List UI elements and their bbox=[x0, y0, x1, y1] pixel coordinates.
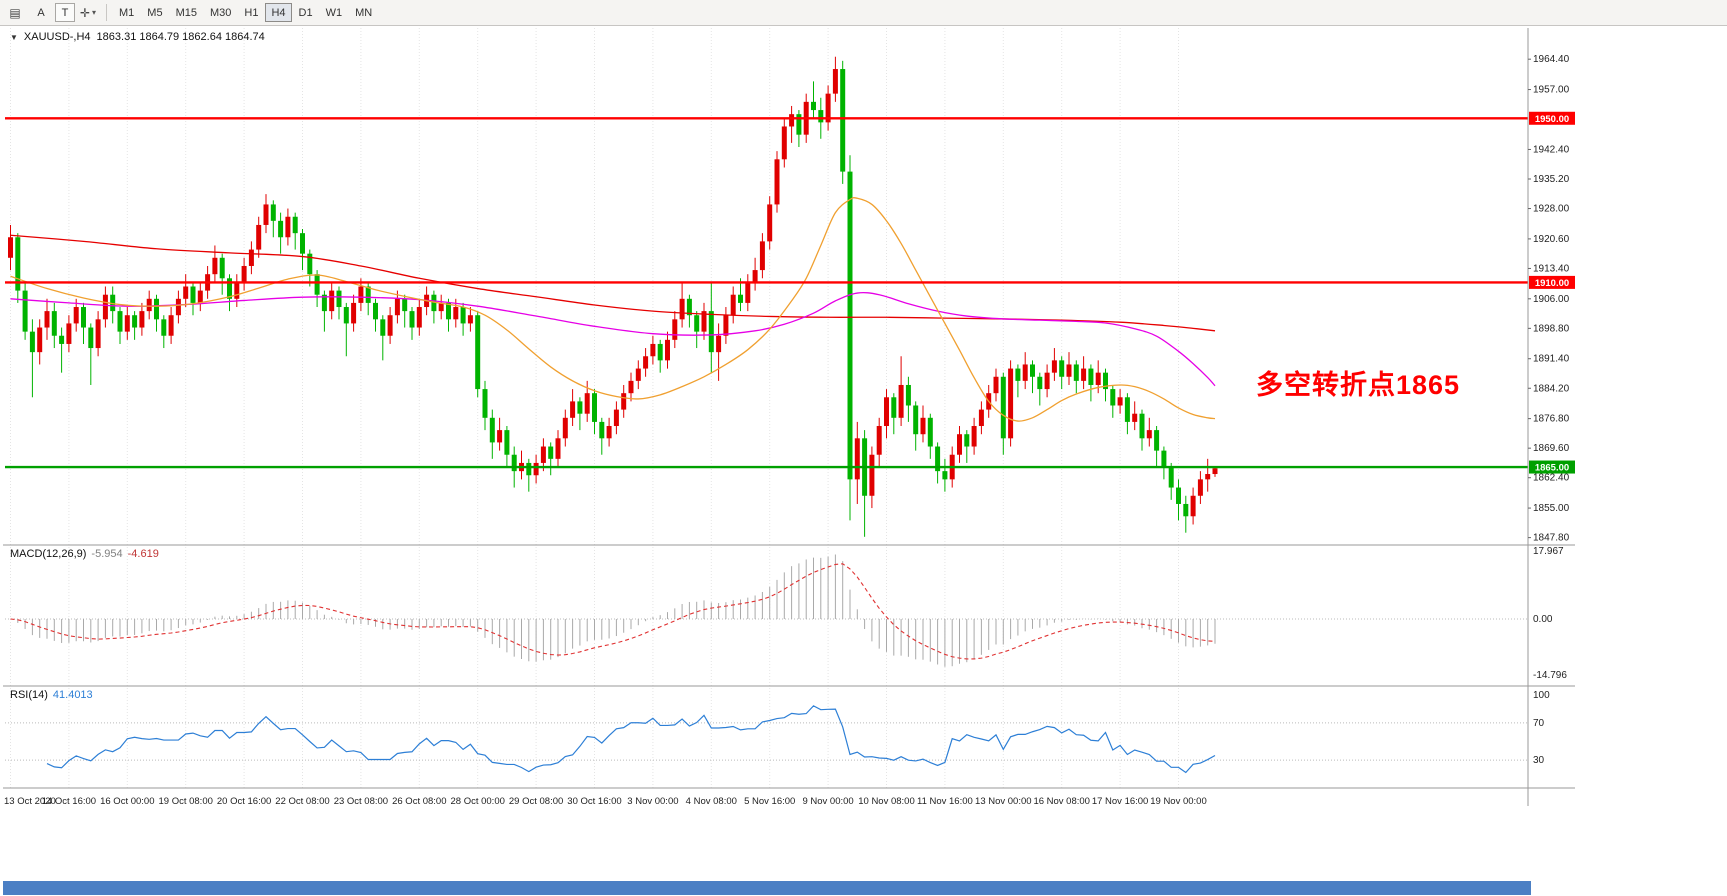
rsi-indicator-label: RSI(14) 41.4013 bbox=[10, 689, 93, 701]
svg-text:1910.00: 1910.00 bbox=[1535, 278, 1569, 289]
svg-text:1865.00: 1865.00 bbox=[1535, 463, 1569, 474]
crosshair-icon: ✛ bbox=[79, 5, 91, 20]
rsi-pane bbox=[5, 705, 1528, 774]
timeframe-m5-button[interactable]: M5 bbox=[147, 6, 163, 19]
svg-text:1935.20: 1935.20 bbox=[1533, 174, 1570, 185]
svg-text:1876.80: 1876.80 bbox=[1533, 414, 1570, 425]
moving-averages bbox=[10, 197, 1216, 422]
svg-text:1898.80: 1898.80 bbox=[1533, 323, 1570, 334]
horizontal-lines[interactable] bbox=[5, 117, 1528, 469]
svg-text:22 Oct 08:00: 22 Oct 08:00 bbox=[275, 796, 329, 807]
svg-text:19 Nov 00:00: 19 Nov 00:00 bbox=[1150, 796, 1207, 807]
svg-text:28 Oct 00:00: 28 Oct 00:00 bbox=[450, 796, 504, 807]
macd-pane bbox=[5, 554, 1528, 667]
crosshair-tool-button[interactable]: ✛ ▾ bbox=[76, 3, 100, 23]
svg-text:1906.00: 1906.00 bbox=[1533, 294, 1570, 305]
candles bbox=[8, 56, 1218, 537]
chart-text-annotation[interactable]: 多空转折点1865 bbox=[1256, 370, 1461, 400]
svg-text:10 Nov 08:00: 10 Nov 08:00 bbox=[858, 796, 915, 807]
svg-text:1869.60: 1869.60 bbox=[1533, 443, 1570, 454]
rsi-name: RSI(14) bbox=[10, 689, 48, 701]
macd-name: MACD(12,26,9) bbox=[10, 548, 87, 560]
toolbar: ▤ A T ✛ ▾ M1 M5 M15 M30 H1 H4 D1 W1 MN bbox=[0, 0, 1727, 26]
svg-text:20 Oct 16:00: 20 Oct 16:00 bbox=[217, 796, 271, 807]
macd-main-value: -5.954 bbox=[91, 548, 123, 560]
macd-indicator-label: MACD(12,26,9) -5.954 -4.619 bbox=[10, 548, 159, 560]
timeframe-w1-button[interactable]: W1 bbox=[325, 6, 343, 19]
svg-text:100: 100 bbox=[1533, 690, 1550, 701]
toolbar-separator bbox=[106, 4, 107, 21]
svg-text:1891.40: 1891.40 bbox=[1533, 354, 1570, 365]
svg-text:30: 30 bbox=[1533, 755, 1545, 766]
timeframe-h1-button[interactable]: H1 bbox=[244, 6, 259, 19]
svg-text:19 Oct 08:00: 19 Oct 08:00 bbox=[158, 796, 212, 807]
svg-text:1928.00: 1928.00 bbox=[1533, 204, 1570, 215]
pane-dividers bbox=[3, 28, 1575, 806]
horizontal-scrollbar[interactable] bbox=[3, 881, 1531, 895]
svg-text:1884.20: 1884.20 bbox=[1533, 383, 1570, 394]
svg-text:29 Oct 08:00: 29 Oct 08:00 bbox=[509, 796, 563, 807]
timeframe-m1-button[interactable]: M1 bbox=[119, 6, 135, 19]
chevron-down-icon: ▾ bbox=[92, 8, 97, 17]
svg-text:1847.80: 1847.80 bbox=[1533, 533, 1570, 544]
chart-symbol-period: XAUUSD-,H4 bbox=[23, 31, 91, 43]
symbol-dropdown-icon[interactable]: ▼ bbox=[10, 32, 18, 42]
svg-text:16 Nov 08:00: 16 Nov 08:00 bbox=[1033, 796, 1090, 807]
svg-text:16 Oct 00:00: 16 Oct 00:00 bbox=[100, 796, 154, 807]
svg-text:5 Nov 16:00: 5 Nov 16:00 bbox=[744, 796, 795, 807]
svg-text:1950.00: 1950.00 bbox=[1535, 114, 1569, 125]
svg-text:1913.40: 1913.40 bbox=[1533, 263, 1570, 274]
svg-text:1957.00: 1957.00 bbox=[1533, 85, 1570, 96]
svg-text:70: 70 bbox=[1533, 718, 1545, 729]
timeframe-m30-button[interactable]: M30 bbox=[209, 6, 232, 19]
price-axis[interactable]: 1964.40 1957.00 1942.40 1935.20 1928.00 1920.… bbox=[1528, 54, 1575, 766]
svg-text:1855.00: 1855.00 bbox=[1533, 503, 1570, 514]
timeframe-m15-button[interactable]: M15 bbox=[175, 6, 197, 19]
svg-text:1862.40: 1862.40 bbox=[1533, 473, 1570, 484]
text-tool-button[interactable]: T bbox=[55, 3, 75, 22]
svg-text:4 Nov 08:00: 4 Nov 08:00 bbox=[686, 796, 737, 807]
cursor-a-tool-button[interactable]: A bbox=[37, 6, 45, 19]
svg-text:30 Oct 16:00: 30 Oct 16:00 bbox=[567, 796, 621, 807]
chart-window-icon[interactable]: ▤ bbox=[9, 5, 21, 20]
svg-text:11 Nov 16:00: 11 Nov 16:00 bbox=[917, 796, 973, 807]
svg-text:17.967: 17.967 bbox=[1533, 546, 1564, 557]
macd-signal-value: -4.619 bbox=[127, 548, 159, 560]
svg-text:13 Oct 2020: 13 Oct 2020 bbox=[4, 796, 56, 807]
svg-text:14 Oct 16:00: 14 Oct 16:00 bbox=[42, 796, 96, 807]
svg-text:1964.40: 1964.40 bbox=[1533, 54, 1570, 65]
svg-text:23 Oct 08:00: 23 Oct 08:00 bbox=[334, 796, 388, 807]
svg-text:17 Nov 16:00: 17 Nov 16:00 bbox=[1092, 796, 1149, 807]
rsi-value: 41.4013 bbox=[52, 689, 93, 701]
chart-title: ▼ XAUUSD-,H4 1863.31 1864.79 1862.64 186… bbox=[10, 31, 265, 43]
svg-text:13 Nov 00:00: 13 Nov 00:00 bbox=[975, 796, 1032, 807]
timeframe-d1-button[interactable]: D1 bbox=[298, 6, 313, 19]
timeframe-h4-button[interactable]: H4 bbox=[265, 3, 292, 22]
svg-text:1942.40: 1942.40 bbox=[1533, 144, 1570, 155]
chart-ohlc-values: 1863.31 1864.79 1862.64 1864.74 bbox=[96, 31, 265, 43]
svg-text:26 Oct 08:00: 26 Oct 08:00 bbox=[392, 796, 446, 807]
svg-text:1920.60: 1920.60 bbox=[1533, 234, 1570, 245]
svg-text:3 Nov 00:00: 3 Nov 00:00 bbox=[627, 796, 678, 807]
svg-text:9 Nov 00:00: 9 Nov 00:00 bbox=[802, 796, 853, 807]
svg-text:-14.796: -14.796 bbox=[1533, 670, 1567, 681]
svg-text:0.00: 0.00 bbox=[1533, 614, 1553, 625]
timeframe-mn-button[interactable]: MN bbox=[355, 6, 373, 19]
